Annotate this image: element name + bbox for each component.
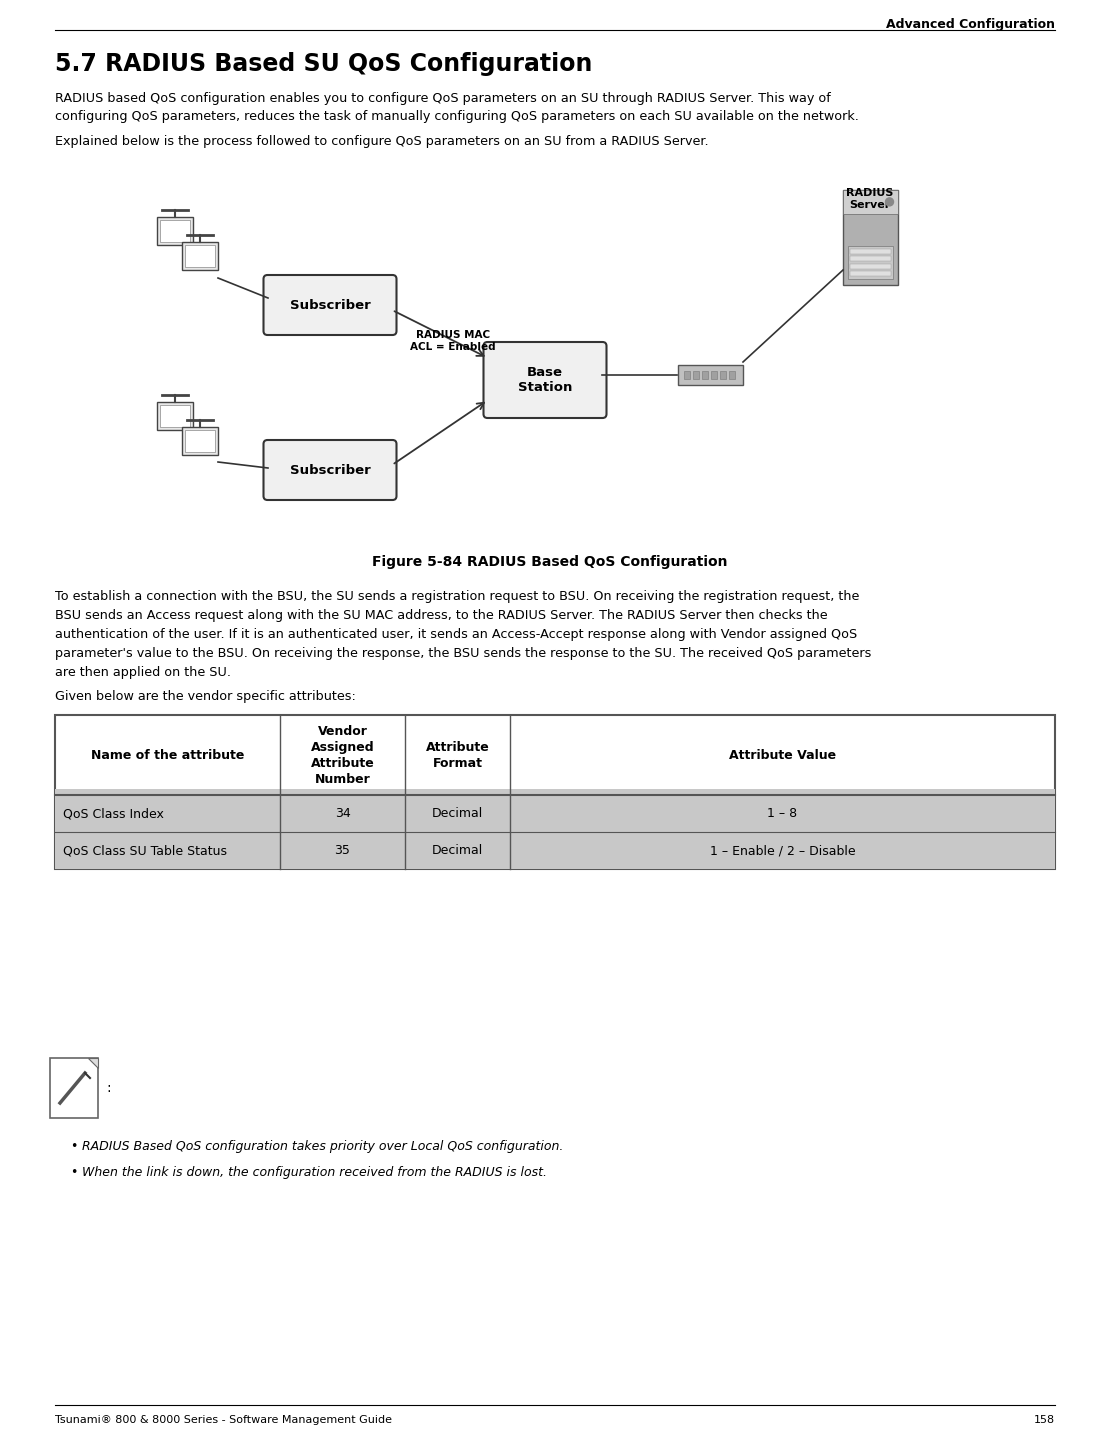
Text: Attribute
Format: Attribute Format [426, 740, 490, 769]
FancyBboxPatch shape [847, 246, 892, 279]
FancyBboxPatch shape [160, 404, 190, 427]
FancyBboxPatch shape [678, 364, 743, 384]
Text: To establish a connection with the BSU, the SU sends a registration request to B: To establish a connection with the BSU, … [55, 590, 859, 603]
Text: QoS Class SU Table Status: QoS Class SU Table Status [63, 845, 227, 857]
Text: Attribute Value: Attribute Value [729, 749, 836, 762]
Bar [55, 789, 1055, 869]
Text: Figure 5-84 RADIUS Based QoS Configuration: Figure 5-84 RADIUS Based QoS Configurati… [372, 554, 728, 569]
FancyBboxPatch shape [157, 402, 192, 430]
Text: 1 – Enable / 2 – Disable: 1 – Enable / 2 – Disable [710, 845, 856, 857]
Text: BSU sends an Access request along with the SU MAC address, to the RADIUS Server.: BSU sends an Access request along with t… [55, 609, 827, 622]
FancyBboxPatch shape [849, 256, 891, 262]
FancyBboxPatch shape [711, 372, 717, 379]
Text: Tsunami® 800 & 8000 Series - Software Management Guide: Tsunami® 800 & 8000 Series - Software Ma… [55, 1415, 392, 1425]
FancyBboxPatch shape [843, 190, 898, 214]
FancyBboxPatch shape [683, 372, 690, 379]
Text: Given below are the vendor specific attributes:: Given below are the vendor specific attr… [55, 690, 356, 703]
FancyBboxPatch shape [720, 372, 726, 379]
Text: When the link is down, the configuration received from the RADIUS is lost.: When the link is down, the configuration… [82, 1166, 547, 1179]
Text: •: • [70, 1140, 77, 1153]
Polygon shape [88, 1057, 98, 1067]
Text: are then applied on the SU.: are then applied on the SU. [55, 666, 231, 679]
Text: RADIUS MAC
ACL = Enabled: RADIUS MAC ACL = Enabled [410, 330, 496, 353]
FancyBboxPatch shape [157, 217, 192, 244]
Bar [50, 1057, 98, 1117]
FancyBboxPatch shape [849, 249, 891, 254]
Text: Base
Station: Base Station [518, 366, 572, 394]
Text: RADIUS
Server: RADIUS Server [846, 189, 893, 210]
FancyBboxPatch shape [264, 274, 396, 334]
Text: :: : [106, 1080, 111, 1095]
Circle shape [886, 197, 893, 206]
FancyBboxPatch shape [843, 190, 898, 284]
Text: 34: 34 [334, 807, 351, 820]
FancyBboxPatch shape [693, 372, 698, 379]
Text: Name of the attribute: Name of the attribute [91, 749, 244, 762]
FancyBboxPatch shape [849, 264, 891, 269]
FancyBboxPatch shape [182, 242, 218, 270]
Text: Vendor
Assigned
Attribute
Number: Vendor Assigned Attribute Number [310, 725, 374, 786]
Text: Subscriber: Subscriber [289, 299, 371, 312]
Text: RADIUS Based QoS configuration takes priority over Local QoS configuration.: RADIUS Based QoS configuration takes pri… [82, 1140, 563, 1153]
FancyBboxPatch shape [849, 272, 891, 276]
Text: Explained below is the process followed to configure QoS parameters on an SU fro: Explained below is the process followed … [55, 134, 708, 149]
FancyBboxPatch shape [729, 372, 735, 379]
Text: RADIUS based QoS configuration enables you to configure QoS parameters on an SU : RADIUS based QoS configuration enables y… [55, 91, 830, 104]
FancyBboxPatch shape [185, 244, 214, 267]
FancyBboxPatch shape [185, 430, 214, 452]
Text: Decimal: Decimal [432, 807, 483, 820]
Text: 158: 158 [1034, 1415, 1055, 1425]
Text: •: • [70, 1166, 77, 1179]
Text: 35: 35 [334, 845, 351, 857]
Text: configuring QoS parameters, reduces the task of manually configuring QoS paramet: configuring QoS parameters, reduces the … [55, 110, 859, 123]
FancyBboxPatch shape [484, 342, 606, 419]
Text: Advanced Configuration: Advanced Configuration [886, 19, 1055, 31]
FancyBboxPatch shape [702, 372, 707, 379]
FancyBboxPatch shape [160, 220, 190, 242]
Bar [55, 714, 1055, 869]
Text: parameter's value to the BSU. On receiving the response, the BSU sends the respo: parameter's value to the BSU. On receivi… [55, 647, 871, 660]
Text: QoS Class Index: QoS Class Index [63, 807, 164, 820]
Text: Decimal: Decimal [432, 845, 483, 857]
FancyBboxPatch shape [182, 427, 218, 454]
Text: authentication of the user. If it is an authenticated user, it sends an Access-A: authentication of the user. If it is an … [55, 627, 857, 642]
Text: Subscriber: Subscriber [289, 463, 371, 476]
FancyBboxPatch shape [264, 440, 396, 500]
Text: 1 – 8: 1 – 8 [768, 807, 798, 820]
Text: 5.7 RADIUS Based SU QoS Configuration: 5.7 RADIUS Based SU QoS Configuration [55, 51, 593, 76]
